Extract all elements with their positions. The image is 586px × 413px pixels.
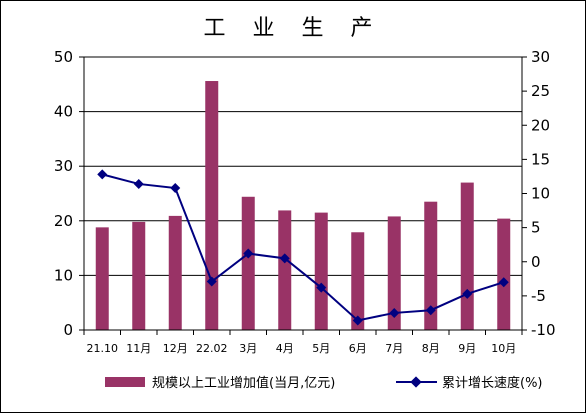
x-tick-label: 12月 [163,342,188,355]
line-point [243,248,254,259]
left-tick-label: 0 [63,321,73,339]
bar [132,221,146,330]
x-tick-label: 9月 [458,342,476,355]
right-tick-label: 15 [531,150,550,168]
x-tick-label: 11月 [126,342,151,355]
line-point [425,305,436,316]
legend-line-label: 累计增长速度(%) [442,375,543,391]
right-tick-label: -5 [531,287,546,305]
line-point [462,288,473,299]
left-tick-label: 30 [54,157,73,175]
line-point [133,178,144,189]
line-point [206,276,217,287]
right-tick-label: -10 [531,321,556,339]
right-tick-label: 0 [531,253,541,271]
left-tick-label: 40 [54,103,73,121]
x-tick-label: 7月 [385,342,403,355]
line-point [97,169,108,180]
line-point [279,253,290,264]
x-tick-label: 5月 [312,342,330,355]
line-point [170,183,181,194]
x-tick-label: 4月 [276,342,294,355]
right-tick-label: 20 [531,116,550,134]
x-tick-label: 22.02 [196,342,228,355]
bar [205,81,219,330]
bar [351,232,365,330]
line-point [498,277,509,288]
bar [314,212,328,330]
axes: 0 10 20 30 40 50 -10 -5 0 5 10 15 20 25 30 21.10 11月 12月 2… [54,48,556,355]
right-tick-label: 25 [531,82,550,100]
bar [460,182,474,330]
bar [497,218,511,330]
bar [424,201,438,330]
grid-lines [84,56,522,276]
chart-title: 工 业 生 产 [204,16,383,41]
right-tick-label: 5 [531,219,541,237]
x-tick-label: 6月 [349,342,367,355]
bar [387,216,401,330]
x-tick-label: 3月 [239,342,257,355]
left-tick-label: 10 [54,266,73,284]
legend-bar-label: 规模以上工业增加值(当月,亿元) [152,375,335,391]
line-series [97,169,509,326]
bar [168,215,182,330]
left-tick-label: 50 [54,48,73,66]
legend: 规模以上工业增加值(当月,亿元) 累计增长速度(%) [105,375,543,391]
line-point [316,282,327,293]
bar [278,210,292,330]
line-point [389,307,400,318]
series-line [101,173,505,322]
line-point [352,315,363,326]
bar-series [95,81,511,330]
x-tick-label: 21.10 [87,342,119,355]
right-tick-label: 30 [531,48,550,66]
bar [241,196,255,330]
legend-line-marker [410,376,422,388]
legend-bar-swatch [105,377,145,387]
right-tick-label: 10 [531,185,550,203]
bar [95,227,109,330]
x-tick-label: 10月 [491,342,516,355]
left-tick-label: 20 [54,212,73,230]
x-tick-label: 8月 [422,342,440,355]
